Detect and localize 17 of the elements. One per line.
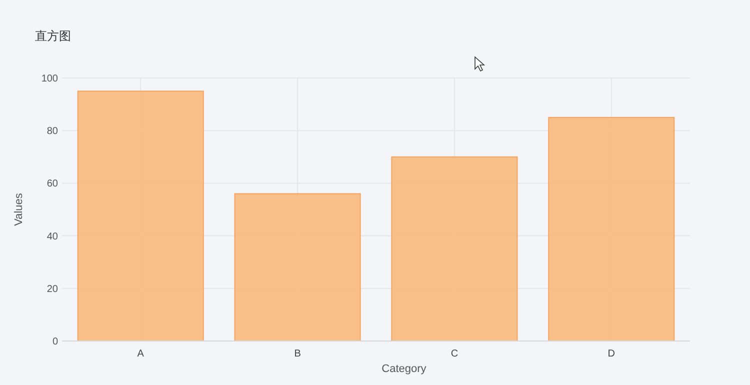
x-tick-label: D — [608, 348, 615, 360]
x-axis-title: Category — [382, 363, 427, 375]
x-tick-label: B — [294, 348, 302, 360]
y-tick-label: 0 — [52, 336, 58, 348]
bar — [548, 116, 675, 342]
y-tick-label: 100 — [41, 74, 58, 84]
y-tick-label: 60 — [46, 178, 58, 190]
y-tick-label: 80 — [46, 126, 58, 138]
bar — [391, 156, 518, 342]
bar — [77, 90, 204, 342]
y-tick-label: 40 — [46, 231, 58, 242]
x-tick-label: A — [137, 348, 144, 360]
chart-title: 直方图 — [35, 29, 71, 43]
y-axis-title: Values — [13, 192, 25, 226]
bar — [234, 193, 361, 342]
x-tick-label: C — [450, 348, 458, 360]
y-tick-label: 20 — [46, 284, 58, 295]
